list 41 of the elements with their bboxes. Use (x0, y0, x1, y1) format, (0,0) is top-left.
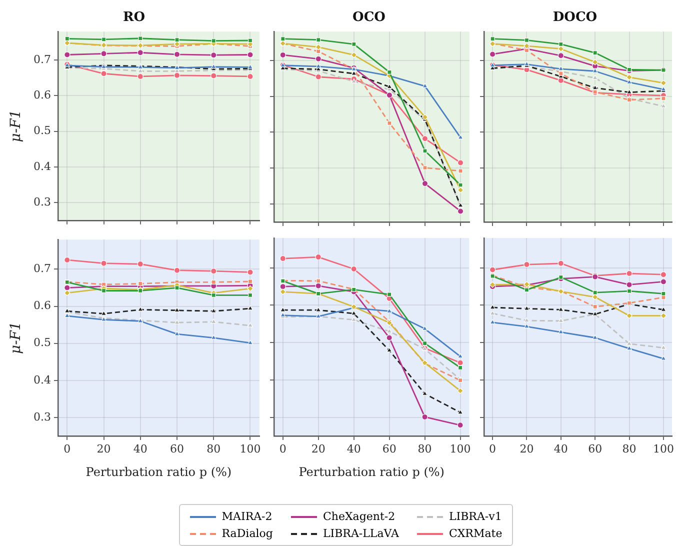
x-tick-label: 60 (588, 442, 602, 456)
x-tick-label: 40 (346, 442, 361, 456)
x-tick-label: 100 (652, 442, 674, 456)
x-tick-label: 20 (311, 442, 326, 456)
chart-title: DOCO (552, 10, 598, 26)
x-axis-title: Perturbation ratio p (%) (86, 464, 232, 479)
x-tick-label: 0 (279, 442, 286, 456)
legend-label: LIBRA-v1 (448, 510, 502, 523)
x-tick-label: 40 (554, 442, 568, 456)
x-tick-label: 100 (450, 442, 471, 456)
chart-title: RO (122, 10, 146, 26)
x-axis-title: Perturbation ratio p (%) (298, 464, 444, 479)
x-tick-label: 60 (170, 442, 184, 456)
x-tick-label: 100 (240, 442, 261, 456)
y-tick-label: 0.5 (34, 124, 51, 138)
y-tick-label: 0.6 (34, 88, 51, 102)
legend-label: RaDialog (222, 527, 273, 540)
y-tick-label: 0.7 (34, 262, 51, 276)
x-tick-label: 20 (520, 442, 534, 456)
x-tick-label: 80 (622, 442, 636, 456)
x-tick-label: 60 (382, 442, 396, 456)
legend-label: MAIRA-2 (222, 510, 272, 523)
y-tick-label: 0.4 (34, 160, 51, 173)
x-tick-label: 0 (489, 442, 496, 456)
y-axis-title: μ-F1 (8, 322, 24, 354)
legend-label: LIBRA-LLaVA (322, 527, 399, 540)
y-tick-label: 0.7 (34, 52, 51, 66)
y-axis-title: μ-F1 (8, 110, 24, 142)
x-tick-label: 40 (133, 442, 148, 456)
x-tick-label: 80 (206, 442, 221, 456)
y-tick-label: 0.3 (34, 410, 51, 424)
legend-label: CheXagent-2 (322, 510, 396, 523)
legend-label: CXRMate (448, 527, 502, 540)
y-tick-label: 0.4 (34, 373, 51, 386)
y-tick-label: 0.5 (34, 336, 51, 350)
chart-title: OCO (352, 10, 386, 26)
x-tick-label: 20 (96, 442, 111, 456)
y-tick-label: 0.3 (34, 195, 51, 208)
y-tick-label: 0.6 (34, 299, 51, 312)
x-tick-label: 0 (64, 442, 71, 456)
x-tick-label: 80 (418, 442, 432, 456)
